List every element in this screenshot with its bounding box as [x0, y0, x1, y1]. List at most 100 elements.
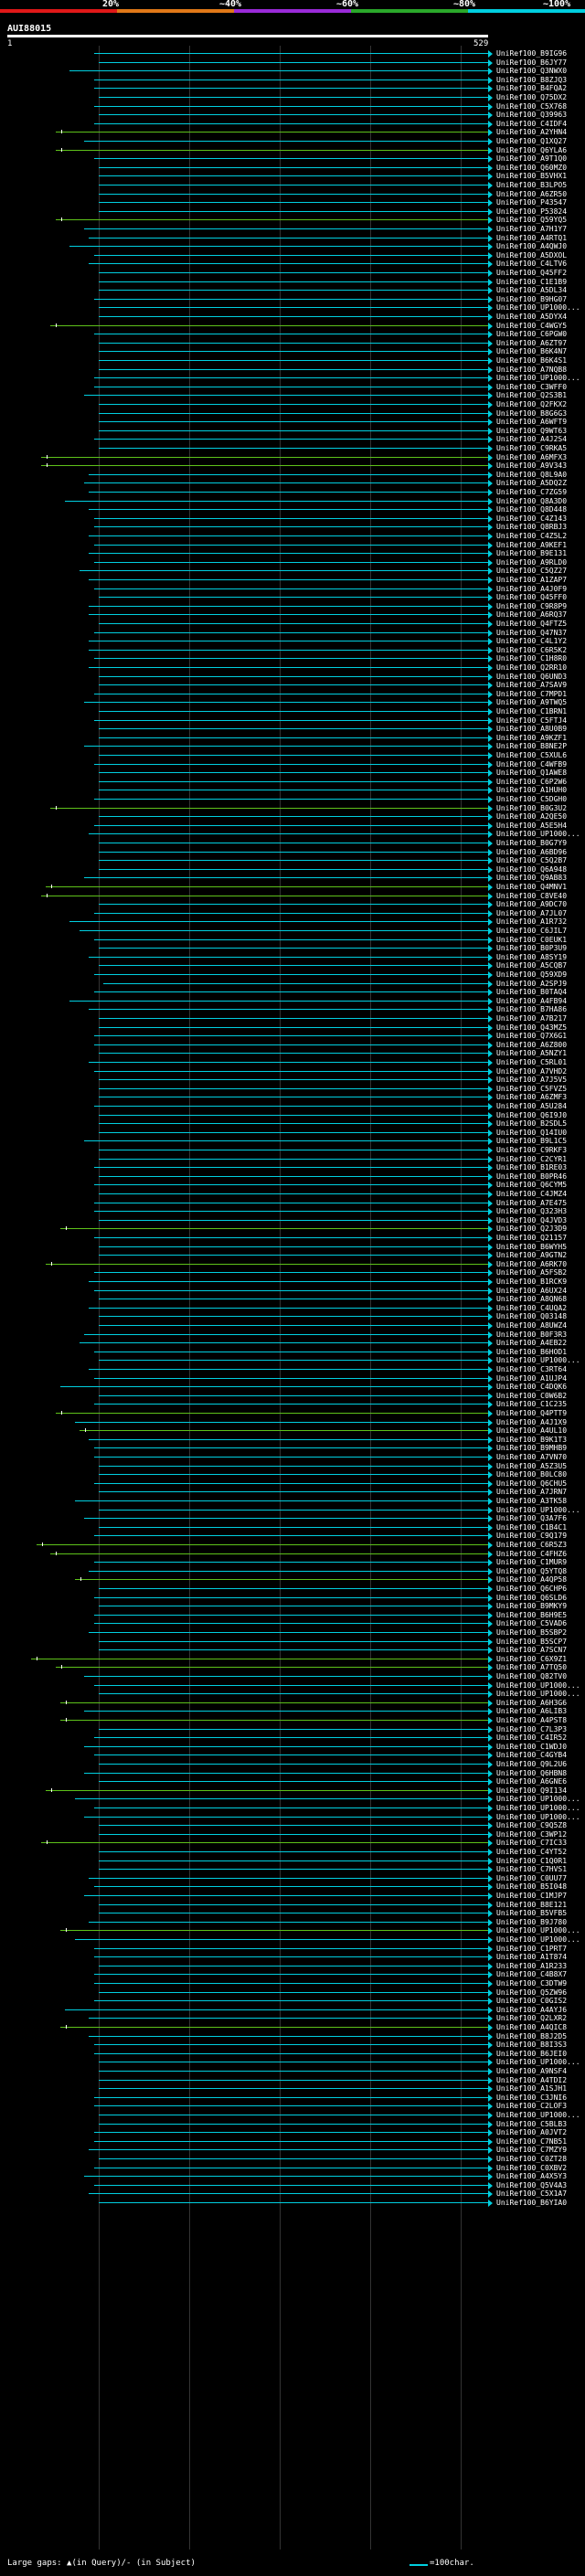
hit-row[interactable]: UniRef100_B0PR46 [0, 1172, 585, 1181]
hit-label[interactable]: UniRef100_A0JVT2 [496, 2128, 568, 2137]
hit-label[interactable]: UniRef100_Q60MZ0 [496, 163, 568, 172]
hit-label[interactable]: UniRef100_A1R732 [496, 917, 568, 927]
hit-label[interactable]: UniRef100_A6GNE6 [496, 1777, 568, 1786]
hit-label[interactable]: UniRef100_C4WFB9 [496, 759, 568, 769]
hit-label[interactable]: UniRef100_A4J0F9 [496, 584, 568, 593]
hit-row[interactable]: UniRef100_Q6YLA6 [0, 146, 585, 154]
hit-row[interactable]: UniRef100_C5DGH0 [0, 795, 585, 803]
hit-row[interactable]: UniRef100_A7E475 [0, 1199, 585, 1207]
hit-row[interactable]: UniRef100_UP1000... [0, 1935, 585, 1944]
hit-row[interactable]: UniRef100_B5SCP7 [0, 1638, 585, 1646]
hit-label[interactable]: UniRef100_A7E475 [496, 1198, 568, 1207]
hit-label[interactable]: UniRef100_B2SDL5 [496, 1119, 568, 1129]
hit-row[interactable]: UniRef100_UP1000... [0, 1813, 585, 1821]
hit-row[interactable]: UniRef100_B6HOD1 [0, 1348, 585, 1356]
hit-row[interactable]: UniRef100_A6ZR50 [0, 190, 585, 198]
hit-row[interactable]: UniRef100_C7MPD1 [0, 690, 585, 698]
hit-row[interactable]: UniRef100_Q6SLD6 [0, 1594, 585, 1602]
hit-row[interactable]: UniRef100_B9E131 [0, 549, 585, 558]
hit-label[interactable]: UniRef100_C7ZG59 [496, 488, 568, 496]
hit-label[interactable]: UniRef100_B8ZJQ3 [496, 75, 568, 84]
hit-row[interactable]: UniRef100_A3TK58 [0, 1497, 585, 1505]
hit-label[interactable]: UniRef100_C7HVS1 [496, 1865, 568, 1874]
hit-row[interactable]: UniRef100_C4DQK6 [0, 1383, 585, 1392]
hit-row[interactable]: UniRef100_Q39963 [0, 111, 585, 120]
hit-label[interactable]: UniRef100_A7VHD2 [496, 1066, 568, 1076]
hit-label[interactable]: UniRef100_C2CYR1 [496, 1154, 568, 1163]
hit-row[interactable]: UniRef100_C4GYB4 [0, 1751, 585, 1760]
hit-label[interactable]: UniRef100_A8SY19 [496, 952, 568, 961]
hit-row[interactable]: UniRef100_A4EB22 [0, 1339, 585, 1348]
hit-row[interactable]: UniRef100_Q5YTQ8 [0, 1567, 585, 1575]
hit-row[interactable]: UniRef100_A7VHD2 [0, 1067, 585, 1076]
hit-row[interactable]: UniRef100_C5BLB3 [0, 2120, 585, 2128]
hit-label[interactable]: UniRef100_B9J780 [496, 1917, 568, 1926]
hit-row[interactable]: UniRef100_Q6UND3 [0, 673, 585, 681]
hit-label[interactable]: UniRef100_C5X768 [496, 101, 568, 111]
hit-label[interactable]: UniRef100_B6K4N7 [496, 347, 568, 356]
hit-row[interactable]: UniRef100_C4WGY5 [0, 322, 585, 330]
hit-label[interactable]: UniRef100_Q14IU0 [496, 1128, 568, 1137]
hit-label[interactable]: UniRef100_Q3NWX0 [496, 67, 568, 76]
hit-label[interactable]: UniRef100_B8G6G3 [496, 408, 568, 418]
hit-row[interactable]: UniRef100_C7ZG59 [0, 488, 585, 496]
hit-row[interactable]: UniRef100_P53824 [0, 207, 585, 216]
hit-label[interactable]: UniRef100_C1MUR9 [496, 1558, 568, 1567]
hit-label[interactable]: UniRef100_C4YT52 [496, 1848, 568, 1856]
hit-label[interactable]: UniRef100_A9TWQ5 [496, 698, 568, 707]
hit-label[interactable]: UniRef100_C5FVZ5 [496, 1084, 568, 1093]
hit-label[interactable]: UniRef100_Q1AWE8 [496, 769, 568, 778]
hit-label[interactable]: UniRef100_C6R5Z3 [496, 1541, 568, 1549]
hit-row[interactable]: UniRef100_A1R732 [0, 917, 585, 927]
hit-label[interactable]: UniRef100_B5SCP7 [496, 1637, 568, 1646]
hit-label[interactable]: UniRef100_C6JIL7 [496, 927, 568, 935]
hit-label[interactable]: UniRef100_Q2LXR2 [496, 2014, 568, 2023]
hit-label[interactable]: UniRef100_A4QIC8 [496, 2023, 568, 2031]
hit-label[interactable]: UniRef100_A5CQB7 [496, 961, 568, 970]
hit-label[interactable]: UniRef100_A3TK58 [496, 1497, 568, 1505]
hit-row[interactable]: UniRef100_A6WFT9 [0, 418, 585, 427]
hit-label[interactable]: UniRef100_A9KZF1 [496, 733, 568, 742]
hit-row[interactable]: UniRef100_A9GTN2 [0, 1251, 585, 1260]
hit-row[interactable]: UniRef100_A1UJP4 [0, 1374, 585, 1383]
hit-label[interactable]: UniRef100_C6PGW0 [496, 330, 568, 339]
hit-label[interactable]: UniRef100_C1WDJ0 [496, 1742, 568, 1751]
hit-row[interactable]: UniRef100_Q5V4A3 [0, 2181, 585, 2189]
hit-label[interactable]: UniRef100_A4FB94 [496, 996, 568, 1005]
hit-label[interactable]: UniRef100_A9NSF4 [496, 2067, 568, 2075]
hit-row[interactable]: UniRef100_UP1000... [0, 303, 585, 313]
hit-row[interactable]: UniRef100_Q4MNV1 [0, 883, 585, 891]
hit-row[interactable]: UniRef100_C0GIS2 [0, 1997, 585, 2006]
hit-label[interactable]: UniRef100_B6H9E5 [496, 1610, 568, 1619]
hit-row[interactable]: UniRef100_C9Q179 [0, 1532, 585, 1541]
hit-row[interactable]: UniRef100_C5XUL6 [0, 751, 585, 759]
hit-label[interactable]: UniRef100_C1E1B9 [496, 277, 568, 286]
hit-row[interactable]: UniRef100_Q2S3B1 [0, 391, 585, 400]
hit-row[interactable]: UniRef100_Q4FTZ5 [0, 620, 585, 628]
hit-row[interactable]: UniRef100_C4Z5L2 [0, 532, 585, 540]
hit-row[interactable]: UniRef100_C1MJP7 [0, 1892, 585, 1900]
hit-row[interactable]: UniRef100_A6ZT97 [0, 339, 585, 347]
hit-label[interactable]: UniRef100_B9K1T3 [496, 1435, 568, 1444]
hit-row[interactable]: UniRef100_A9DC70 [0, 900, 585, 909]
hit-row[interactable]: UniRef100_C8VE40 [0, 892, 585, 900]
hit-row[interactable]: UniRef100_B5SBP2 [0, 1628, 585, 1637]
hit-row[interactable]: UniRef100_C0ZT28 [0, 2155, 585, 2163]
hit-row[interactable]: UniRef100_A9KEF1 [0, 541, 585, 549]
hit-label[interactable]: UniRef100_Q4MNV1 [496, 883, 568, 891]
hit-row[interactable]: UniRef100_A6ZMF3 [0, 1093, 585, 1102]
hit-row[interactable]: UniRef100_C6JIL7 [0, 927, 585, 935]
hit-row[interactable]: UniRef100_A7VN70 [0, 1453, 585, 1461]
hit-row[interactable]: UniRef100_Q5ZW96 [0, 1988, 585, 1997]
hit-row[interactable]: UniRef100_C5X768 [0, 102, 585, 111]
hit-label[interactable]: UniRef100_C3JNI6 [496, 2093, 568, 2102]
hit-label[interactable]: UniRef100_UP1000... [496, 1680, 580, 1690]
hit-row[interactable]: UniRef100_A6UX24 [0, 1287, 585, 1295]
hit-row[interactable]: UniRef100_B5I048 [0, 1882, 585, 1892]
hit-label[interactable]: UniRef100_C3WP12 [496, 1829, 568, 1839]
hit-label[interactable]: UniRef100_UP1000... [496, 303, 580, 313]
hit-label[interactable]: UniRef100_B1RE03 [496, 1163, 568, 1172]
hit-row[interactable]: UniRef100_Q6I9J0 [0, 1111, 585, 1119]
hit-row[interactable]: UniRef100_A9TWQ5 [0, 698, 585, 707]
hit-row[interactable]: UniRef100_UP1000... [0, 1356, 585, 1365]
